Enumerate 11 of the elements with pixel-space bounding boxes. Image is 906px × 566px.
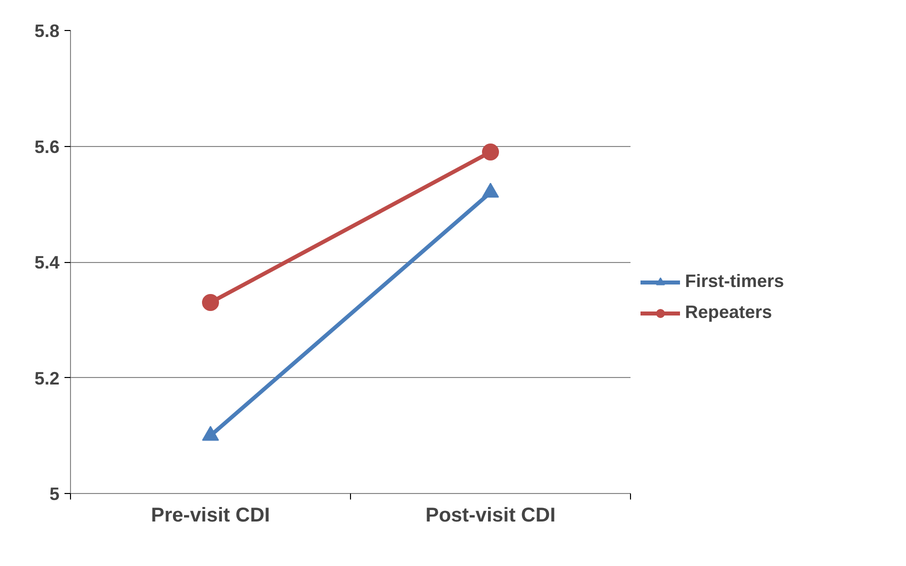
y-tick-label: 5.6: [34, 136, 60, 157]
x-tick-label: Post-visit CDI: [425, 504, 556, 526]
legend-label: First-timers: [685, 271, 784, 292]
y-tick-label: 5.2: [34, 368, 60, 388]
legend-label: Repeaters: [685, 302, 772, 323]
y-tick-label: 5: [49, 484, 60, 504]
y-tick-label: 5.8: [34, 21, 60, 41]
x-tick-label: Pre-visit CDI: [151, 504, 270, 526]
y-tick-label: 5.4: [34, 252, 60, 272]
point: [202, 294, 219, 311]
point: [482, 144, 499, 161]
